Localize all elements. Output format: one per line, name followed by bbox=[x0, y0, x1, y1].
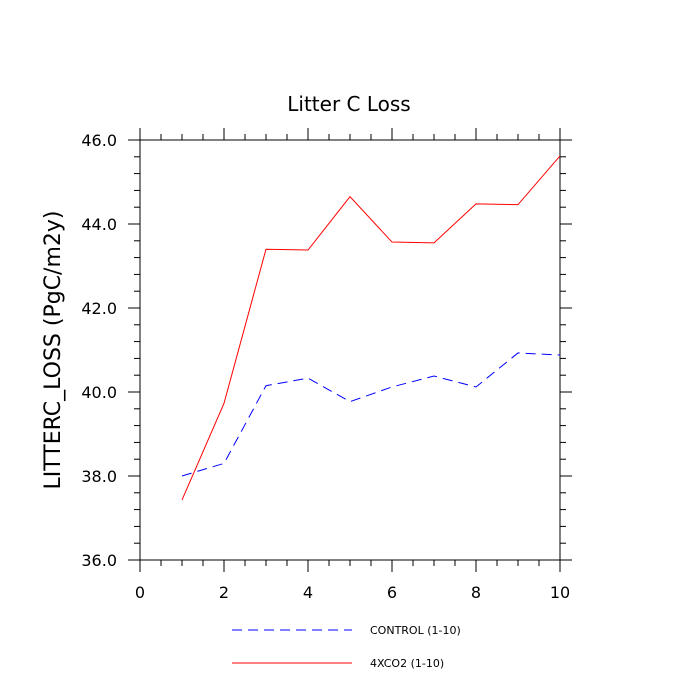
y-tick-label: 38.0 bbox=[81, 467, 117, 486]
x-tick-label: 8 bbox=[471, 583, 481, 602]
legend-label-control: CONTROL (1-10) bbox=[370, 624, 461, 637]
series-line-4xco2 bbox=[181, 155, 561, 501]
y-tick-label: 42.0 bbox=[81, 299, 117, 318]
x-tick-label: 4 bbox=[303, 583, 313, 602]
plot-frame bbox=[139, 139, 561, 561]
legend-label-4xco2: 4XCO2 (1-10) bbox=[370, 657, 444, 670]
x-tick-label: 2 bbox=[219, 583, 229, 602]
legend: CONTROL (1-10) 4XCO2 (1-10) bbox=[232, 624, 461, 670]
series-group bbox=[181, 155, 561, 501]
x-tick-label: 6 bbox=[387, 583, 397, 602]
series-line-control bbox=[181, 352, 561, 477]
y-tick-label: 36.0 bbox=[81, 551, 117, 570]
y-axis-label: LITTERC_LOSS (PgC/m2y) bbox=[41, 210, 66, 489]
y-tick-label: 46.0 bbox=[81, 131, 117, 150]
x-tick-label: 10 bbox=[550, 583, 570, 602]
y-tick-label: 40.0 bbox=[81, 383, 117, 402]
y-tick-label: 44.0 bbox=[81, 215, 117, 234]
axes: 0 2 4 6 8 10 36.0 38.0 40.0 42.0 44.0 46.0 bbox=[81, 128, 572, 602]
chart-title: Litter C Loss bbox=[287, 92, 410, 116]
x-tick-label: 0 bbox=[135, 583, 145, 602]
